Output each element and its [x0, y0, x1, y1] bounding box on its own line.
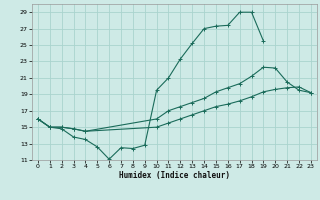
X-axis label: Humidex (Indice chaleur): Humidex (Indice chaleur) — [119, 171, 230, 180]
